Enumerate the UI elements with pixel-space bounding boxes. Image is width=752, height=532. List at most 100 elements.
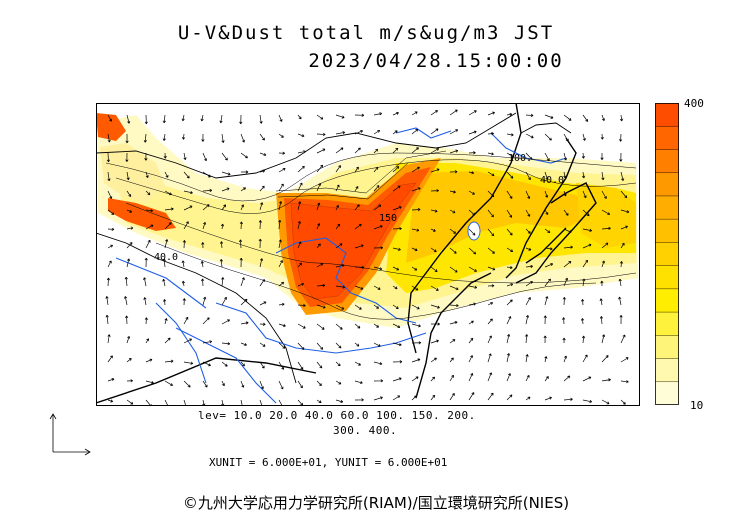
wind-arrow [106, 277, 110, 287]
wind-arrow [335, 380, 342, 385]
wind-arrow [449, 109, 458, 116]
wind-arrow [411, 395, 417, 401]
wind-arrow [181, 280, 185, 287]
wind-arrow [239, 114, 243, 125]
wind-arrow [430, 168, 440, 173]
wind-arrow [259, 279, 265, 287]
wind-arrow [506, 247, 514, 253]
wind-arrow [601, 171, 605, 181]
wind-arrow [487, 171, 495, 177]
wind-arrow [145, 171, 149, 179]
wind-arrow [601, 242, 609, 249]
wind-arrow [259, 202, 264, 211]
wind-arrow [278, 239, 282, 249]
wind-arrow [145, 224, 154, 230]
wind-arrow [145, 190, 151, 196]
wind-arrow [181, 260, 185, 268]
wind-arrow [297, 342, 305, 350]
wind-arrow [354, 244, 364, 249]
contour-lines [105, 150, 637, 320]
wind-arrow [278, 133, 284, 138]
wind-arrow [354, 361, 361, 366]
wind-arrow [600, 133, 604, 140]
wind-arrow [601, 399, 610, 405]
wind-arrow [144, 114, 148, 125]
wind-arrow [316, 263, 324, 268]
wind-arrow [601, 114, 605, 122]
colorbar-step [655, 335, 679, 360]
wind-arrow [487, 228, 495, 237]
wind-arrow [259, 114, 263, 124]
wind-arrow [506, 209, 513, 218]
wind-arrow [392, 130, 398, 135]
wind-arrow [316, 132, 326, 137]
wind-arrow [354, 398, 364, 402]
wind-arrow [202, 152, 208, 162]
wind-arrow [392, 342, 402, 347]
wind-arrow [126, 242, 133, 249]
wind-arrow [278, 342, 286, 349]
wind-arrow [182, 298, 186, 306]
wind-arrow [145, 338, 149, 344]
wind-arrow [240, 321, 249, 325]
wind-arrow [525, 374, 530, 382]
wind-arrow [164, 337, 171, 344]
wind-arrow [145, 209, 154, 213]
wind-arrow [126, 358, 132, 363]
wind-arrow [183, 338, 193, 344]
wind-arrow [487, 372, 493, 382]
wind-arrow [335, 147, 344, 154]
wind-arrow [601, 209, 611, 215]
wind-arrow [259, 380, 264, 390]
wind-arrow [164, 380, 173, 386]
wind-arrow [430, 228, 436, 232]
wind-arrow [487, 318, 493, 325]
wind-arrow [162, 114, 166, 124]
wind-arrow [162, 278, 166, 287]
wind-arrow [183, 221, 189, 230]
wind-arrow [468, 110, 477, 116]
wind-arrow [181, 114, 185, 122]
wind-arrow [392, 111, 399, 116]
map-title: U-V&Dust total m/s&ug/m3 JST [177, 22, 555, 44]
wind-arrow [162, 133, 166, 141]
contour-label: 40.0 [154, 252, 178, 263]
colorbar-step [655, 126, 679, 150]
wind-arrow [449, 247, 457, 254]
wind-arrow [392, 227, 402, 231]
wind-arrow [297, 201, 302, 211]
wind-arrow [221, 133, 225, 143]
wind-arrow [620, 225, 628, 230]
wind-arrow [373, 112, 383, 116]
wind-arrow [297, 380, 303, 389]
wind-arrow [126, 209, 133, 213]
wind-arrow [297, 220, 301, 230]
wind-arrow [582, 278, 586, 287]
wind-arrow [183, 152, 187, 161]
wind-arrow [297, 182, 303, 192]
wind-arrow [411, 128, 419, 135]
wind-arrow [107, 133, 111, 143]
wind-arrow [316, 283, 326, 287]
wind-arrow [107, 355, 113, 363]
wind-arrow [316, 223, 321, 230]
colorbar-step [655, 103, 679, 127]
wind-arrow [240, 277, 245, 287]
wind-arrow [582, 399, 593, 403]
wind-arrow [543, 315, 547, 325]
wind-arrow [373, 342, 381, 347]
wind-arrow [430, 376, 435, 382]
wind-arrow [525, 209, 531, 217]
wind-arrow [164, 222, 172, 230]
wind-arrow [278, 260, 283, 268]
wind-arrow [201, 242, 205, 249]
wind-arrow [221, 204, 227, 211]
wind-arrow [601, 378, 611, 382]
wind-arrow [221, 187, 230, 192]
wind-arrow [316, 380, 322, 386]
wind-arrow [164, 190, 172, 196]
wind-arrow [259, 301, 267, 306]
wind-arrow [259, 185, 265, 192]
wind-arrow [619, 114, 624, 122]
wind-arrow [183, 205, 193, 211]
